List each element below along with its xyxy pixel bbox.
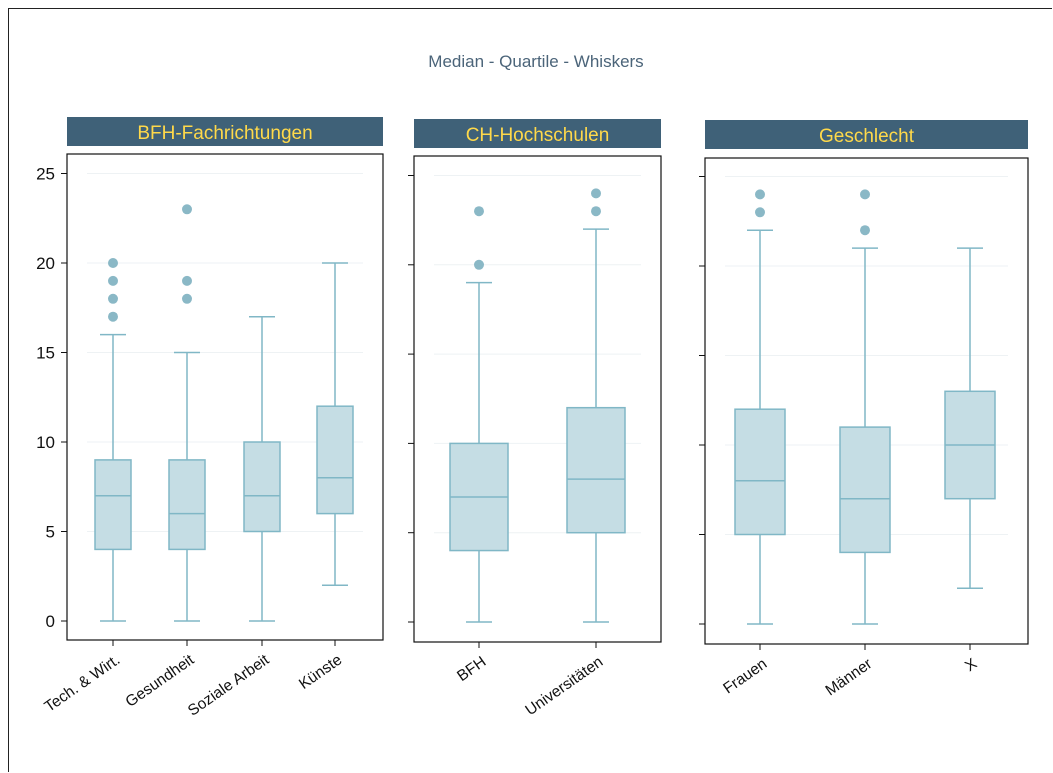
outlier-point	[474, 206, 484, 217]
panel-header	[414, 119, 661, 148]
outlier-point	[860, 225, 870, 236]
iqr-box	[734, 408, 786, 536]
y-tick-label: 20	[36, 254, 55, 273]
y-tick-label: 5	[46, 523, 55, 542]
plot-area	[66, 153, 384, 641]
category-label: X	[962, 655, 981, 675]
outlier-point	[591, 206, 601, 217]
outlier-point	[182, 204, 192, 215]
y-tick-label: 25	[36, 165, 55, 184]
plot-area	[413, 155, 662, 643]
outlier-point	[755, 189, 765, 200]
outlier-point	[182, 293, 192, 304]
panel-header	[67, 117, 383, 146]
iqr-box	[243, 441, 281, 533]
panel-1: BFH-Fachrichtungen 0 5 10 15 20 25 Tech. & Wirt…	[36, 117, 384, 720]
category-label: Tech. & Wirt.	[42, 651, 124, 715]
category-label: Soziale Arbeit	[185, 651, 273, 720]
outlier-point	[108, 293, 118, 304]
panel-title: Geschlecht	[819, 126, 915, 147]
y-tick-label: 0	[46, 612, 55, 631]
figure-title: Median - Quartile - Whiskers	[428, 52, 643, 71]
figure-frame	[8, 8, 1052, 772]
panel-header	[705, 120, 1028, 149]
iqr-box	[566, 406, 626, 534]
panel-3: Geschlecht Frauen Männer X	[699, 120, 1029, 699]
outlier-point	[108, 311, 118, 322]
outlier-point	[474, 259, 484, 270]
outlier-point	[108, 275, 118, 286]
box-3: X	[944, 247, 996, 675]
outlier-point	[860, 189, 870, 200]
category-label: Frauen	[720, 655, 770, 697]
iqr-box	[94, 459, 132, 551]
category-label: Gesundheit	[123, 651, 198, 711]
outlier-point	[182, 275, 192, 286]
category-label: Künste	[296, 651, 345, 693]
category-label: BFH	[454, 653, 489, 685]
category-label: Männer	[822, 655, 875, 699]
iqr-box	[168, 459, 206, 551]
y-tick-label: 15	[36, 344, 55, 363]
iqr-box	[839, 426, 891, 554]
panel-title: CH-Hochschulen	[466, 125, 610, 146]
iqr-box	[316, 405, 354, 515]
outlier-point	[591, 188, 601, 199]
y-tick-label: 10	[36, 433, 55, 452]
panel-2: CH-Hochschulen BFH Universitäten	[408, 119, 662, 719]
outlier-point	[755, 207, 765, 218]
panel-title: BFH-Fachrichtungen	[137, 123, 312, 144]
category-label: Universitäten	[522, 653, 606, 719]
outlier-point	[108, 258, 118, 268]
